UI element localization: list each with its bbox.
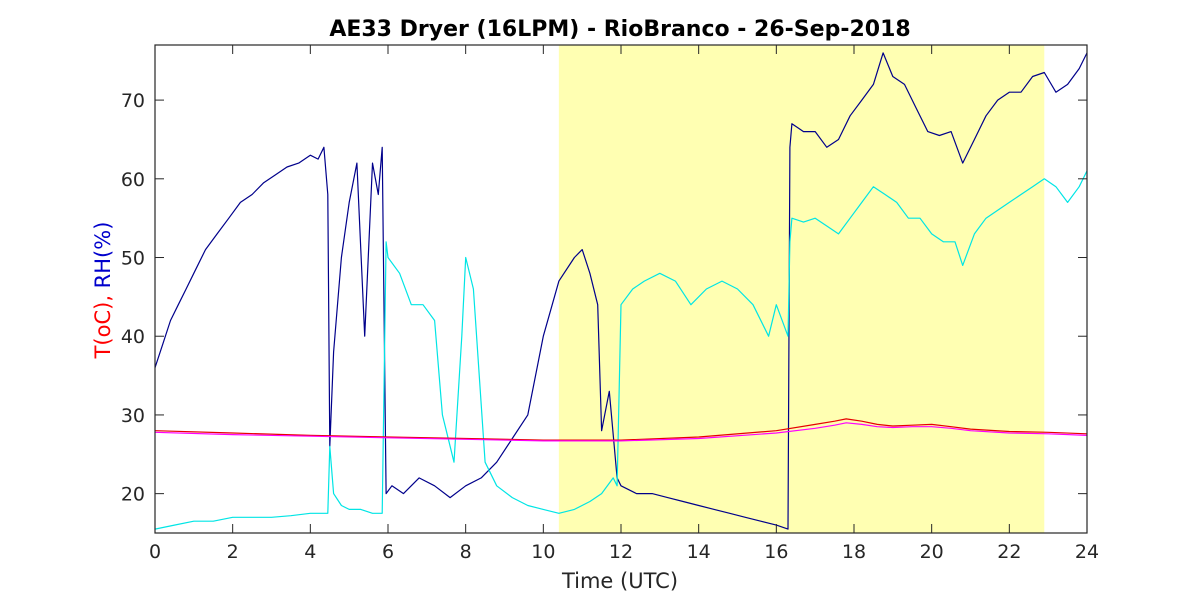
x-tick-label: 0 xyxy=(149,541,161,563)
x-tick-label: 20 xyxy=(920,541,944,563)
x-tick-label: 12 xyxy=(609,541,633,563)
x-tick-label: 10 xyxy=(531,541,555,563)
x-tick-label: 16 xyxy=(764,541,788,563)
x-axis-label: Time (UTC) xyxy=(561,569,678,593)
y-tick-label: 70 xyxy=(121,90,145,112)
x-tick-label: 2 xyxy=(227,541,239,563)
y-tick-label: 50 xyxy=(121,248,145,270)
y-tick-label: 30 xyxy=(121,405,145,427)
x-tick-label: 24 xyxy=(1075,541,1099,563)
y-tick-label: 20 xyxy=(121,484,145,506)
x-tick-label: 18 xyxy=(842,541,866,563)
series-line-2 xyxy=(154,170,1088,530)
y-axis-label-temperature: T(oC), xyxy=(91,295,115,359)
series-line-4 xyxy=(154,422,1088,442)
y-tick-label: 40 xyxy=(121,326,145,348)
series-line-3 xyxy=(154,418,1088,441)
chart-title: AE33 Dryer (16LPM) - RioBranco - 26-Sep-… xyxy=(329,17,910,42)
y-axis-label-humidity: RH(%) xyxy=(91,222,115,295)
x-tick-label: 6 xyxy=(382,541,394,563)
series-line-1 xyxy=(154,52,1088,530)
x-tick-label: 14 xyxy=(687,541,711,563)
x-tick-label: 22 xyxy=(997,541,1021,563)
x-tick-label: 4 xyxy=(304,541,316,563)
y-tick-label: 60 xyxy=(121,169,145,191)
shaded-region xyxy=(558,45,1045,533)
y-axis-label: T(oC), RH(%) xyxy=(91,222,115,360)
x-tick-label: 8 xyxy=(460,541,472,563)
